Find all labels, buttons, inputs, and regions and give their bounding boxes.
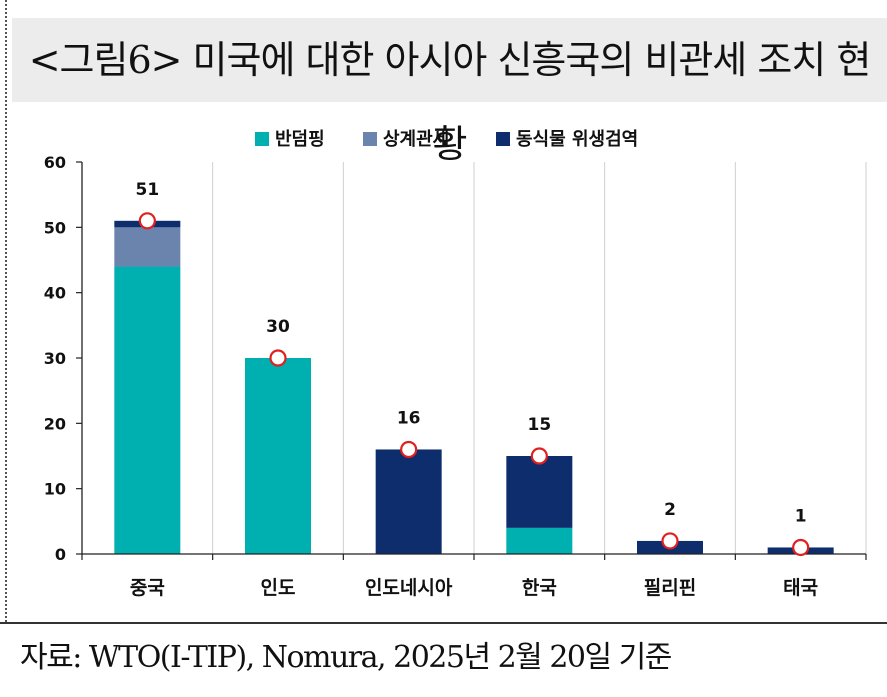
bar-segment xyxy=(114,266,181,554)
y-tick-label: 50 xyxy=(44,218,66,237)
y-tick-label: 30 xyxy=(44,349,66,368)
total-marker xyxy=(792,538,810,557)
total-marker xyxy=(661,532,679,550)
legend-label: 반덤핑 xyxy=(275,129,325,150)
legend: 반덤핑 상계관세 동식물 위생검역 xyxy=(255,129,638,150)
total-marker xyxy=(269,349,287,367)
grid-lines xyxy=(212,162,867,554)
total-label: 2 xyxy=(664,500,676,520)
bars xyxy=(114,220,834,554)
bar-segment xyxy=(506,527,573,554)
x-tick-label: 태국 xyxy=(783,577,818,599)
axes: 0 10 20 30 40 50 60 중국 인도 인도네시아 한국 필리핀 태국 xyxy=(44,153,867,599)
x-tick-label: 중국 xyxy=(130,577,165,599)
bar-segment xyxy=(506,456,573,528)
total-label: 51 xyxy=(135,180,159,200)
x-tick-label: 한국 xyxy=(522,577,557,599)
y-tick-label: 40 xyxy=(44,284,66,303)
bar-segment xyxy=(245,358,311,554)
left-border xyxy=(5,0,7,622)
source-note: 자료: WTO(I-TIP), Nomura, 2025년 2월 20일 기준 xyxy=(20,640,672,675)
legend-label: 상계관세 xyxy=(383,129,449,150)
legend-swatch xyxy=(255,132,269,146)
total-marker xyxy=(138,212,156,230)
stacked-bar-chart: 0 10 20 30 40 50 60 중국 인도 인도네시아 한국 필리핀 태국 51 30 16 15 2 1… xyxy=(44,129,867,599)
bar-segment xyxy=(375,449,442,554)
y-tick-label: 60 xyxy=(44,153,66,172)
bottom-rule xyxy=(0,622,887,624)
total-label: 1 xyxy=(795,506,807,526)
legend-swatch xyxy=(496,132,510,146)
total-label: 16 xyxy=(397,408,421,428)
total-markers: 51 30 16 15 2 1 xyxy=(135,180,810,557)
chart-title: <그림6> 미국에 대한 아시아 신흥국의 비관세 조치 현황 xyxy=(28,38,872,166)
legend-swatch xyxy=(363,132,377,146)
y-tick-label: 10 xyxy=(44,480,66,499)
total-marker xyxy=(530,447,548,465)
total-marker xyxy=(400,440,418,459)
bar-segment xyxy=(114,227,181,267)
title-band xyxy=(12,18,887,102)
total-label: 15 xyxy=(527,415,551,435)
x-tick-label: 필리핀 xyxy=(644,577,696,599)
y-tick-label: 20 xyxy=(44,414,66,433)
legend-label: 동식물 위생검역 xyxy=(516,129,638,150)
x-tick-label: 인도 xyxy=(261,577,296,599)
y-tick-label: 0 xyxy=(55,545,66,564)
total-label: 30 xyxy=(266,317,290,337)
x-tick-label: 인도네시아 xyxy=(365,577,453,599)
